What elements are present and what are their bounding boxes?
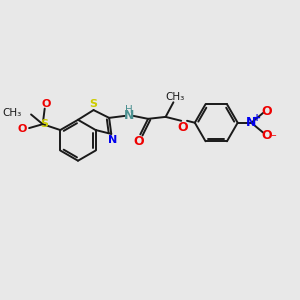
- Text: N: N: [108, 135, 117, 145]
- Text: O: O: [262, 129, 272, 142]
- Text: O: O: [42, 99, 51, 109]
- Text: O: O: [18, 124, 27, 134]
- Text: H: H: [125, 105, 133, 115]
- Text: S: S: [41, 119, 49, 129]
- Text: CH₃: CH₃: [166, 92, 185, 102]
- Text: O: O: [178, 121, 188, 134]
- Text: S: S: [90, 99, 98, 109]
- Text: ⁻: ⁻: [270, 133, 276, 143]
- Text: O: O: [133, 135, 144, 148]
- Text: N: N: [123, 110, 134, 122]
- Text: N: N: [246, 116, 256, 129]
- Text: O: O: [262, 104, 272, 118]
- Text: +: +: [253, 113, 261, 123]
- Text: CH₃: CH₃: [2, 107, 21, 118]
